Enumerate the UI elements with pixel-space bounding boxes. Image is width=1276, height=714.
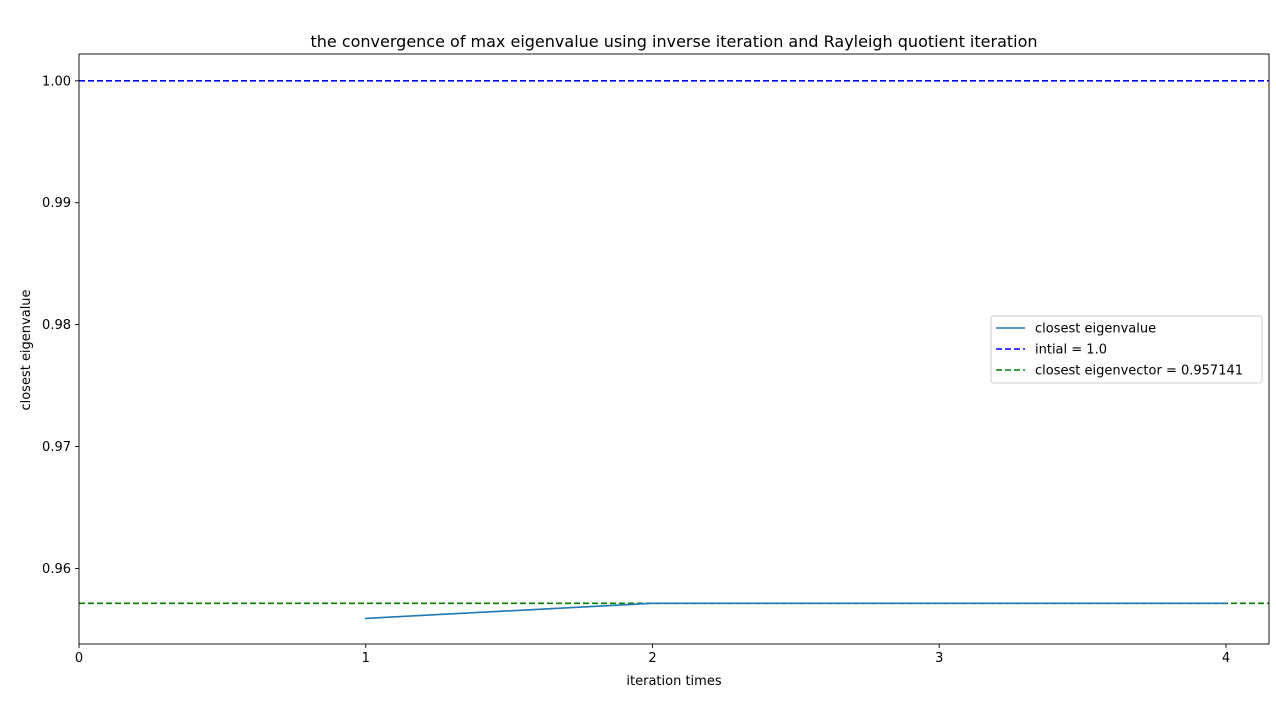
legend: closest eigenvalue intial = 1.0 closest ei… — [990, 315, 1263, 384]
y-axis-label: closest eigenvalue — [19, 289, 34, 410]
plot-area: 0 1 2 3 4 0.96 0.97 0.98 0.99 1.00 — [42, 53, 1270, 666]
y-tick-label: 0.97 — [42, 440, 71, 455]
x-tick-label: 2 — [648, 651, 656, 666]
y-tick-label: 0.99 — [42, 196, 71, 211]
y-tick-label: 0.96 — [42, 562, 71, 577]
x-tick-label: 1 — [362, 651, 370, 666]
y-tick-label: 1.00 — [42, 74, 71, 89]
x-axis-label: iteration times — [626, 674, 721, 689]
legend-label: intial = 1.0 — [1035, 343, 1107, 358]
series-line-1 — [364, 602, 1227, 620]
x-tick-label: 0 — [75, 651, 83, 666]
plot-frame — [78, 53, 1270, 645]
x-tick-label: 4 — [1222, 651, 1230, 666]
legend-box — [990, 315, 1263, 384]
x-tick-label: 3 — [935, 651, 943, 666]
legend-label: closest eigenvalue — [1035, 322, 1156, 337]
y-tick-label: 0.98 — [42, 318, 71, 333]
legend-label: closest eigenvector = 0.957141 — [1035, 364, 1243, 379]
chart-title: the convergence of max eigenvalue using … — [310, 32, 1037, 51]
